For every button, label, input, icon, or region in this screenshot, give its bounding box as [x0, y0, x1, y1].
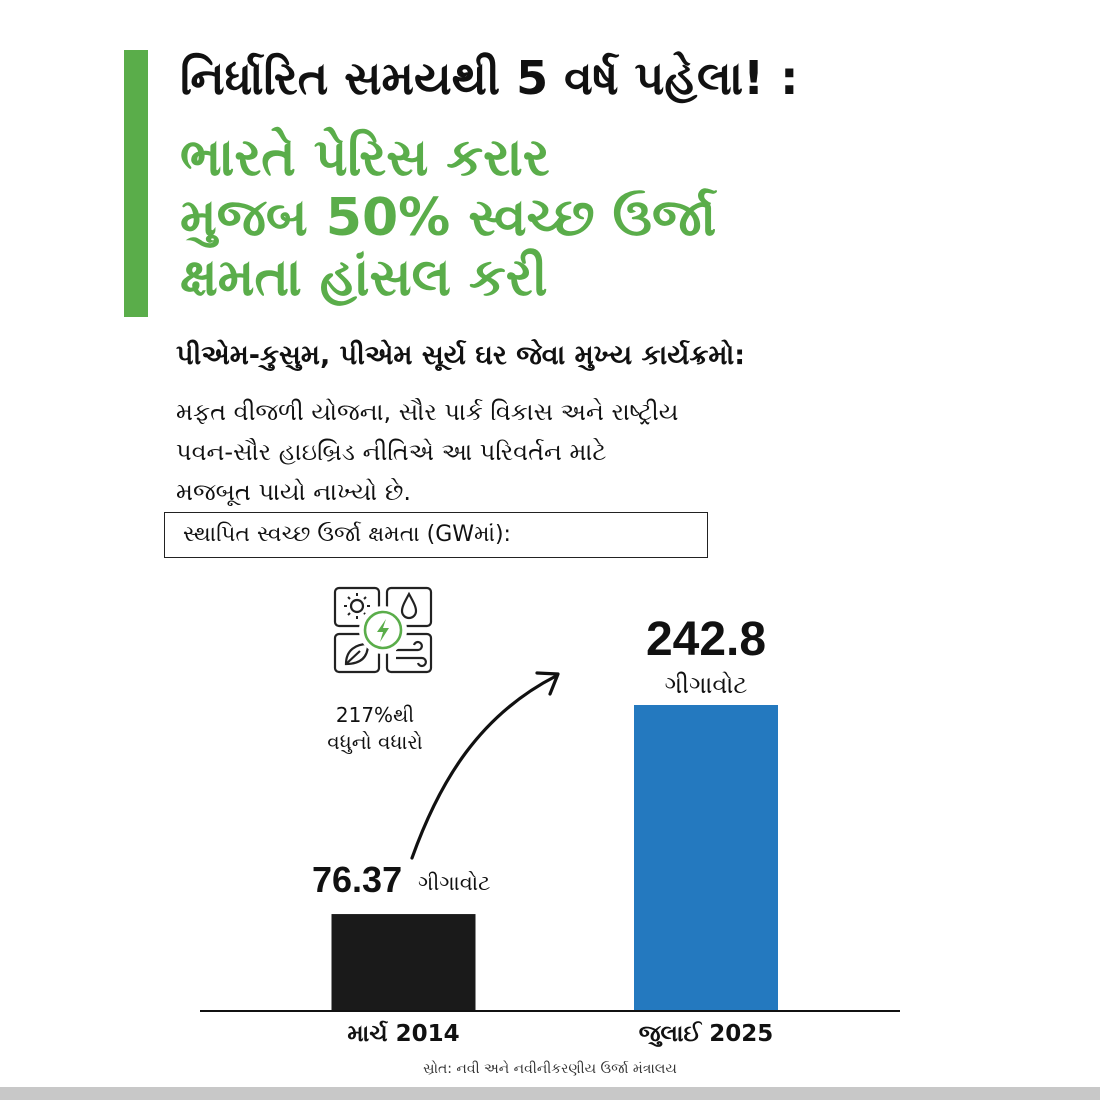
value-label-0: 76.37 — [312, 859, 402, 900]
source-note: સ્રોત: નવી અને નવીનીકરણીય ઉર્જા મંત્રાલય — [423, 1061, 677, 1077]
body-line-1: મફત વીજળી યોજના, સૌર પાર્ક વિકાસ અને રાષ… — [176, 398, 679, 426]
value-label-1: 242.8 — [646, 613, 766, 666]
category-label-1: જુલાઈ 2025 — [639, 1020, 774, 1047]
bar-1 — [634, 705, 778, 1010]
growth-arrow-head — [535, 671, 560, 696]
bar-0 — [331, 914, 476, 1010]
category-label-0: માર્ચ 2014 — [347, 1020, 459, 1047]
bottom-strip — [0, 1087, 1100, 1100]
headline-line-2: ભારતે પેરિસ કરાર — [180, 128, 550, 188]
growth-annotation-line-2: વધુનો વધારો — [327, 730, 423, 754]
growth-arrow — [410, 674, 558, 860]
growth-annotation-line-1: 217%થી — [335, 703, 415, 727]
body-line-3: મજબૂત પાયો નાખ્યો છે. — [176, 478, 411, 506]
growth-annotation: 217%થી વધુનો વધારો — [290, 702, 460, 756]
headline-line-4: ક્ષમતા હાંસલ કરી — [180, 248, 548, 308]
accent-bar — [124, 50, 148, 317]
unit-label-0: ગીગાવોટ — [418, 871, 490, 895]
headline-line-3: મુજબ 50% સ્વચ્છ ઉર્જા — [180, 188, 717, 248]
sub-heading: પીએમ-કુસુમ, પીએમ સૂર્ય ઘર જેવા મુખ્ય કાર… — [176, 340, 746, 371]
body-line-2: પવન-સૌર હાઇબ્રિડ નીતિએ આ પરિવર્તન માટે — [176, 438, 607, 466]
headline-green: ભારતે પેરિસ કરાર મુજબ 50% સ્વચ્છ ઉર્જા ક… — [180, 128, 717, 310]
body-text: મફત વીજળી યોજના, સૌર પાર્ક વિકાસ અને રાષ… — [176, 392, 678, 512]
chart-label-box: સ્થાપિત સ્વચ્છ ઉર્જા ક્ષમતા (GWમાં): — [164, 512, 708, 558]
renewable-energy-grid-icon — [333, 586, 433, 674]
unit-label-1: ગીગાવોટ — [665, 671, 748, 699]
headline-line-1: નિર્ધારિત સમયથી 5 વર્ષ પહેલા! : — [180, 51, 799, 105]
